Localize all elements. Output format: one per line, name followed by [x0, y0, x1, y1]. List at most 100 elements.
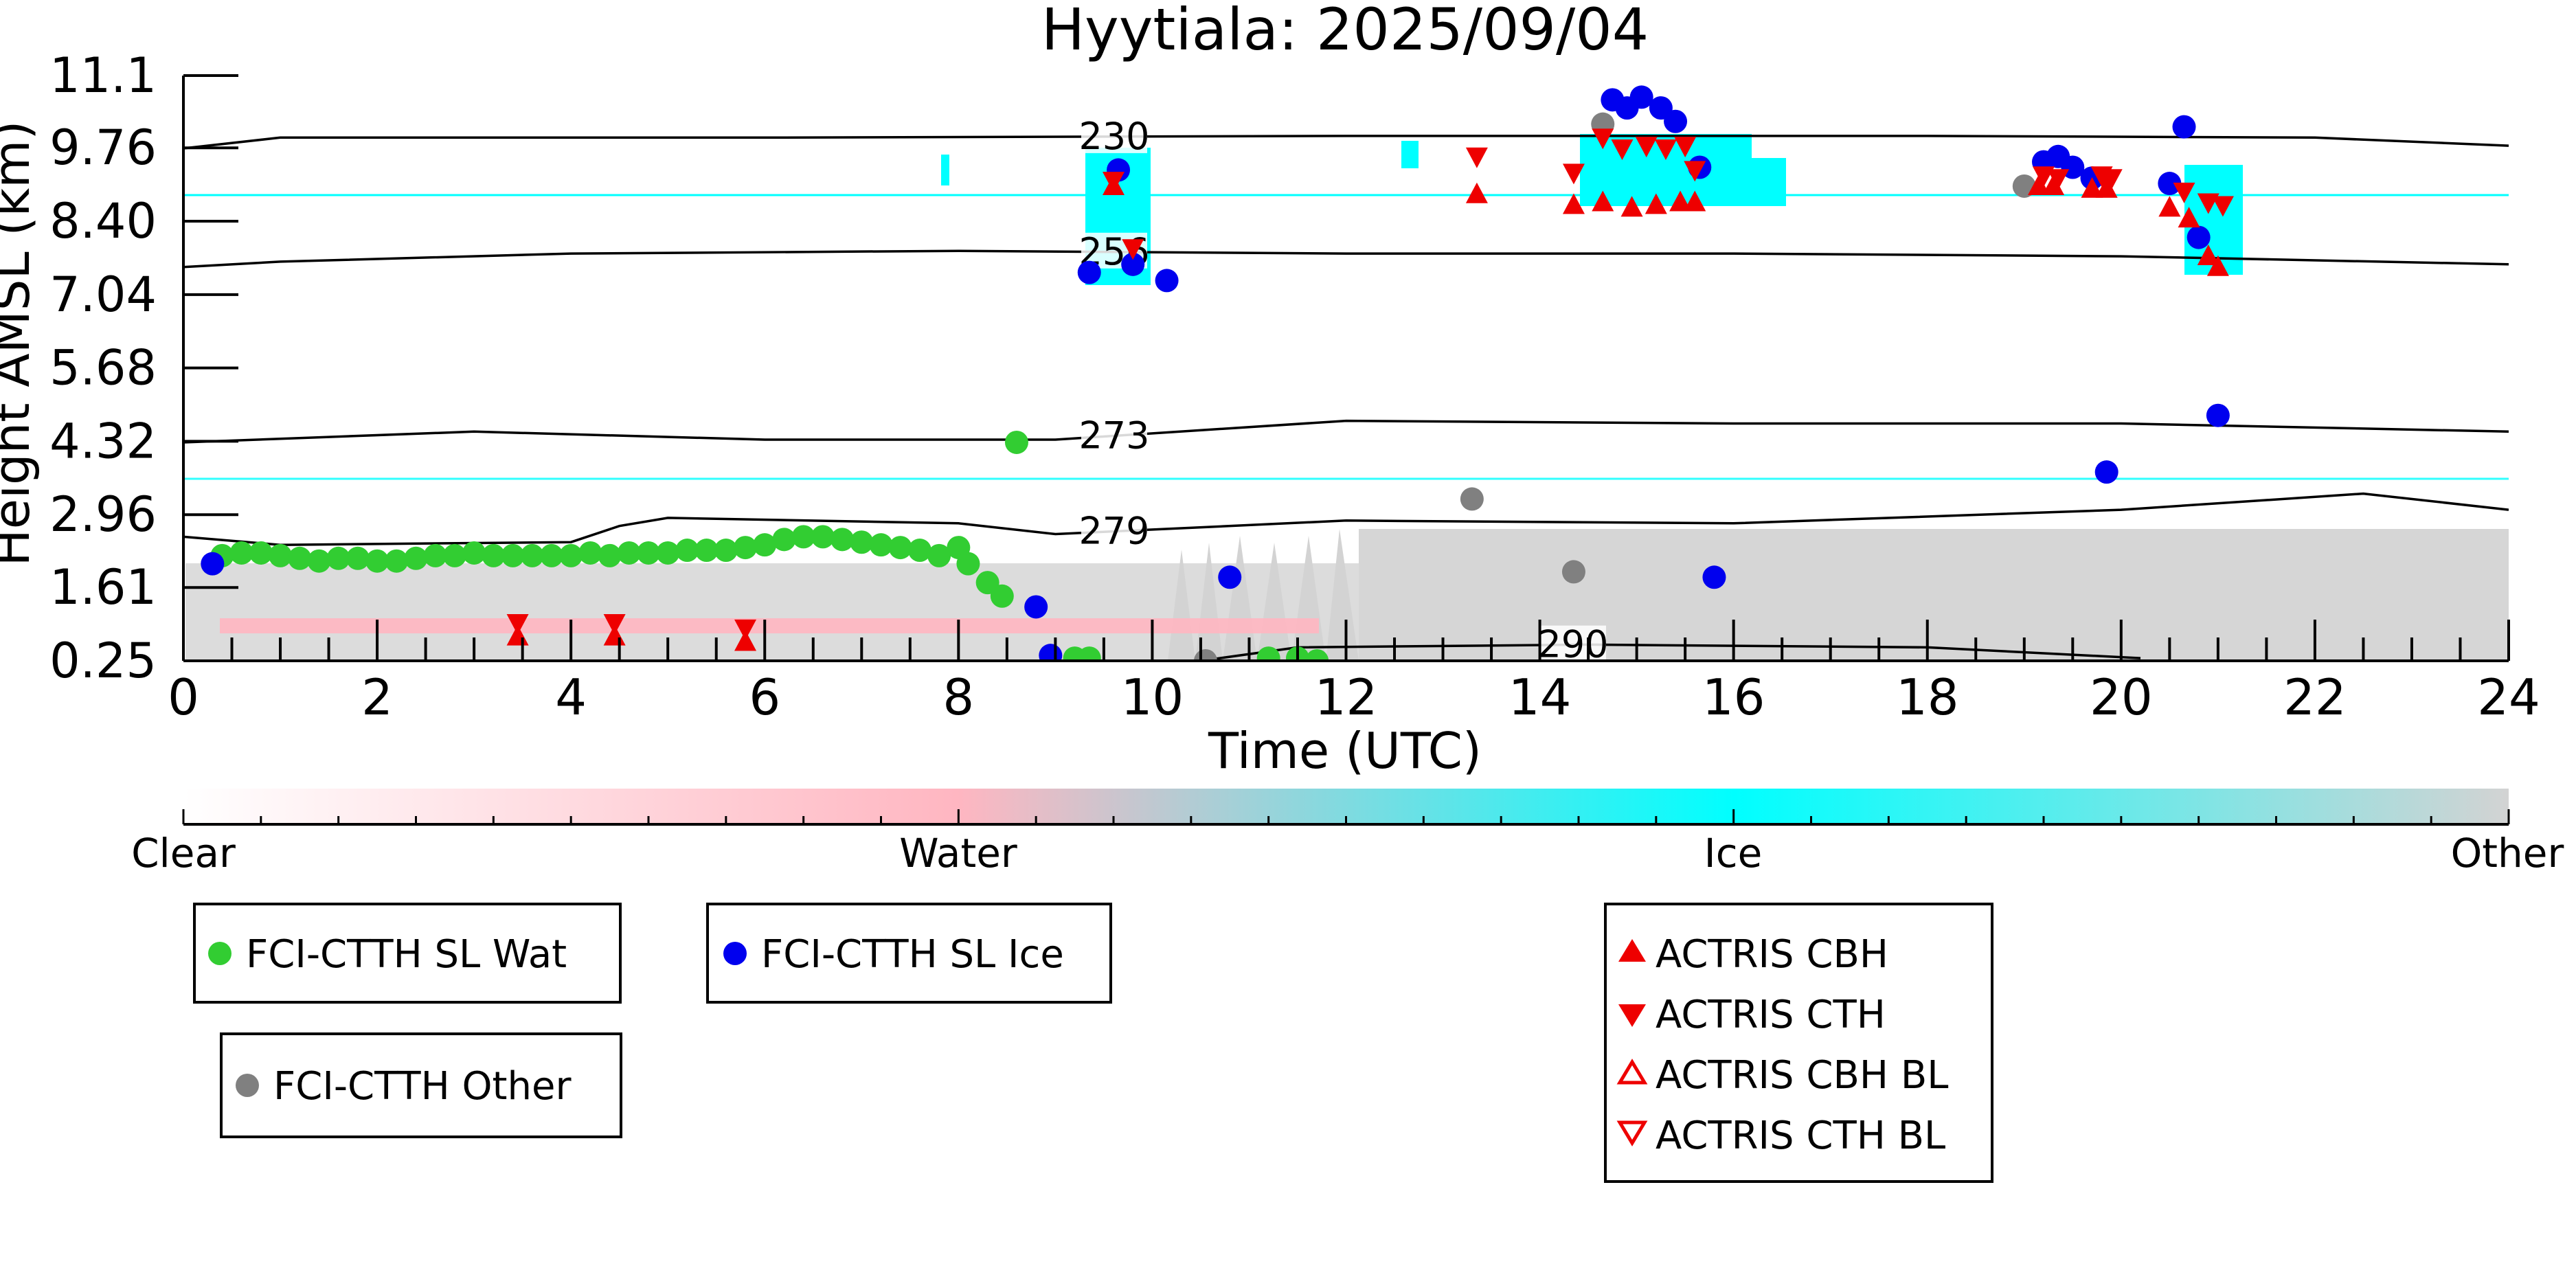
marker-fci-ctth-sl-ice: [1077, 260, 1101, 284]
x-tick-label: 0: [168, 668, 199, 726]
x-tick-label: 14: [1509, 668, 1572, 726]
y-tick-label: 8.40: [49, 193, 157, 249]
legend-label-cth: ACTRIS CTH: [1656, 993, 1886, 1037]
marker-fci-ctth-sl-wat: [229, 541, 253, 565]
marker-fci-ctth-sl-ice: [1039, 644, 1063, 661]
marker-fci-ctth-sl-wat: [1256, 646, 1280, 661]
x-tick-label: 8: [942, 668, 974, 726]
legend-marker-cbh-bl: [1616, 1059, 1648, 1085]
marker-fci-ctth-sl-ice: [1155, 269, 1179, 293]
marker-fci-ctth-sl-ice: [2187, 225, 2211, 249]
water-band: [220, 618, 1319, 633]
contour-label-bg: [1081, 512, 1147, 548]
marker-actris-cbh: [1592, 190, 1614, 212]
marker-fci-ctth-sl-wat: [288, 546, 312, 570]
chart-title: Hyytiala: 2025/09/04: [1041, 0, 1649, 63]
marker-actris-cth: [1654, 139, 1677, 161]
legend-label-cbh: ACTRIS CBH: [1656, 932, 1888, 977]
marker-fci-ctth-sl-wat: [404, 546, 428, 570]
legend-marker-cth-bl: [1616, 1120, 1648, 1146]
marker-fci-ctth-sl-wat: [811, 525, 835, 549]
marker-actris-cth: [2211, 196, 2234, 217]
marker-actris-cth: [1562, 163, 1585, 185]
marker-actris-cth: [1611, 139, 1634, 161]
marker-fci-ctth-sl-wat: [675, 539, 699, 563]
legend-box-actris: ACTRIS CBH ACTRIS CTH ACTRIS CBH BL ACTR…: [1604, 903, 1993, 1183]
contour-line-279: [183, 492, 2509, 546]
other-region-left: [185, 563, 1359, 661]
marker-fci-ctth-sl-wat: [501, 543, 525, 567]
contour-label-bg: [1081, 416, 1147, 453]
marker-actris-cbh: [734, 630, 757, 651]
marker-actris-cth: [1674, 137, 1697, 158]
legend-marker-cth: [1618, 1004, 1646, 1027]
marker-fci-ctth-sl-wat: [850, 530, 874, 554]
marker-fci-ctth-sl-ice: [201, 552, 225, 576]
marker-actris-cbh: [1684, 190, 1706, 212]
ice-patch-6: [941, 155, 949, 185]
marker-fci-ctth-sl-wat: [714, 539, 738, 563]
y-tick-label: 4.32: [49, 413, 157, 469]
legend-marker-other: [236, 1074, 259, 1097]
x-tick-label: 2: [361, 668, 393, 726]
y-axis-label: Height AMSL (km): [0, 121, 41, 567]
colorbar-label-clear: Clear: [131, 830, 236, 877]
marker-fci-ctth-sl-ice: [1629, 85, 1653, 109]
marker-fci-ctth-sl-wat: [482, 543, 506, 567]
marker-fci-ctth-sl-wat: [637, 541, 660, 565]
legend-marker-ice: [723, 942, 747, 965]
marker-actris-cbh: [1465, 182, 1488, 203]
legend-label-cbh-bl: ACTRIS CBH BL: [1656, 1053, 1948, 1098]
marker-fci-ctth-sl-wat: [462, 541, 486, 565]
marker-actris-cbh: [2095, 177, 2118, 198]
y-tick-label: 2.96: [49, 486, 157, 543]
marker-actris-cth: [1465, 147, 1488, 168]
background-field: [183, 134, 2509, 661]
marker-actris-cth: [2100, 169, 2123, 190]
marker-actris-cth: [734, 619, 757, 640]
marker-fci-ctth-sl-wat: [385, 549, 409, 573]
marker-fci-ctth-other: [1561, 560, 1585, 584]
legend-label-wat: FCI-CTTH SL Wat: [246, 932, 567, 977]
legend-label-other: FCI-CTTH Other: [273, 1064, 572, 1109]
marker-actris-cbh: [2027, 174, 2050, 195]
marker-fci-ctth-sl-wat: [269, 543, 293, 567]
marker-actris-cth: [1122, 239, 1144, 260]
y-tick-label: 11.1: [49, 47, 157, 104]
marker-fci-ctth-sl-wat: [578, 541, 602, 565]
marker-fci-ctth-sl-ice: [1121, 252, 1145, 276]
contour-line-256: [183, 249, 2509, 269]
marker-fci-ctth-sl-wat: [598, 543, 622, 567]
marker-actris-cbh: [2197, 245, 2219, 266]
marker-fci-ctth-sl-wat: [1305, 649, 1329, 661]
data-markers: [201, 85, 2234, 661]
marker-fci-ctth-sl-wat: [539, 543, 563, 567]
marker-fci-ctth-sl-ice: [1024, 595, 1048, 619]
y-tick-label: 7.04: [49, 267, 157, 323]
x-tick-label: 20: [2090, 668, 2153, 726]
marker-actris-cbh: [2178, 207, 2200, 228]
marker-fci-ctth-sl-wat: [956, 552, 980, 576]
marker-actris-cbh: [1620, 196, 1643, 217]
marker-fci-ctth-sl-ice: [2206, 403, 2230, 427]
x-tick-label: 4: [555, 668, 587, 726]
ice-patch-5: [1401, 141, 1419, 168]
legend-label-cth-bl: ACTRIS CTH BL: [1656, 1114, 1945, 1158]
marker-fci-ctth-sl-wat: [656, 541, 680, 565]
marker-fci-ctth-sl-ice: [2158, 172, 2182, 196]
y-tick-label: 0.25: [49, 633, 157, 689]
legend-marker-wat: [208, 942, 231, 965]
legend-marker-cbh: [1618, 939, 1646, 962]
marker-fci-ctth-sl-wat: [307, 549, 331, 573]
marker-fci-ctth-sl-wat: [907, 539, 931, 563]
marker-fci-ctth-sl-wat: [753, 533, 777, 557]
marker-actris-cth: [2173, 182, 2195, 203]
legend-label-ice: FCI-CTTH SL Ice: [761, 932, 1064, 977]
other-region-base: [1359, 529, 2509, 661]
legend-box-water: FCI-CTTH SL Wat: [193, 903, 622, 1004]
marker-fci-ctth-sl-wat: [734, 536, 758, 560]
marker-fci-ctth-sl-wat: [831, 528, 855, 552]
marker-actris-cth: [506, 614, 529, 635]
ice-patch-3: [1752, 158, 1786, 206]
